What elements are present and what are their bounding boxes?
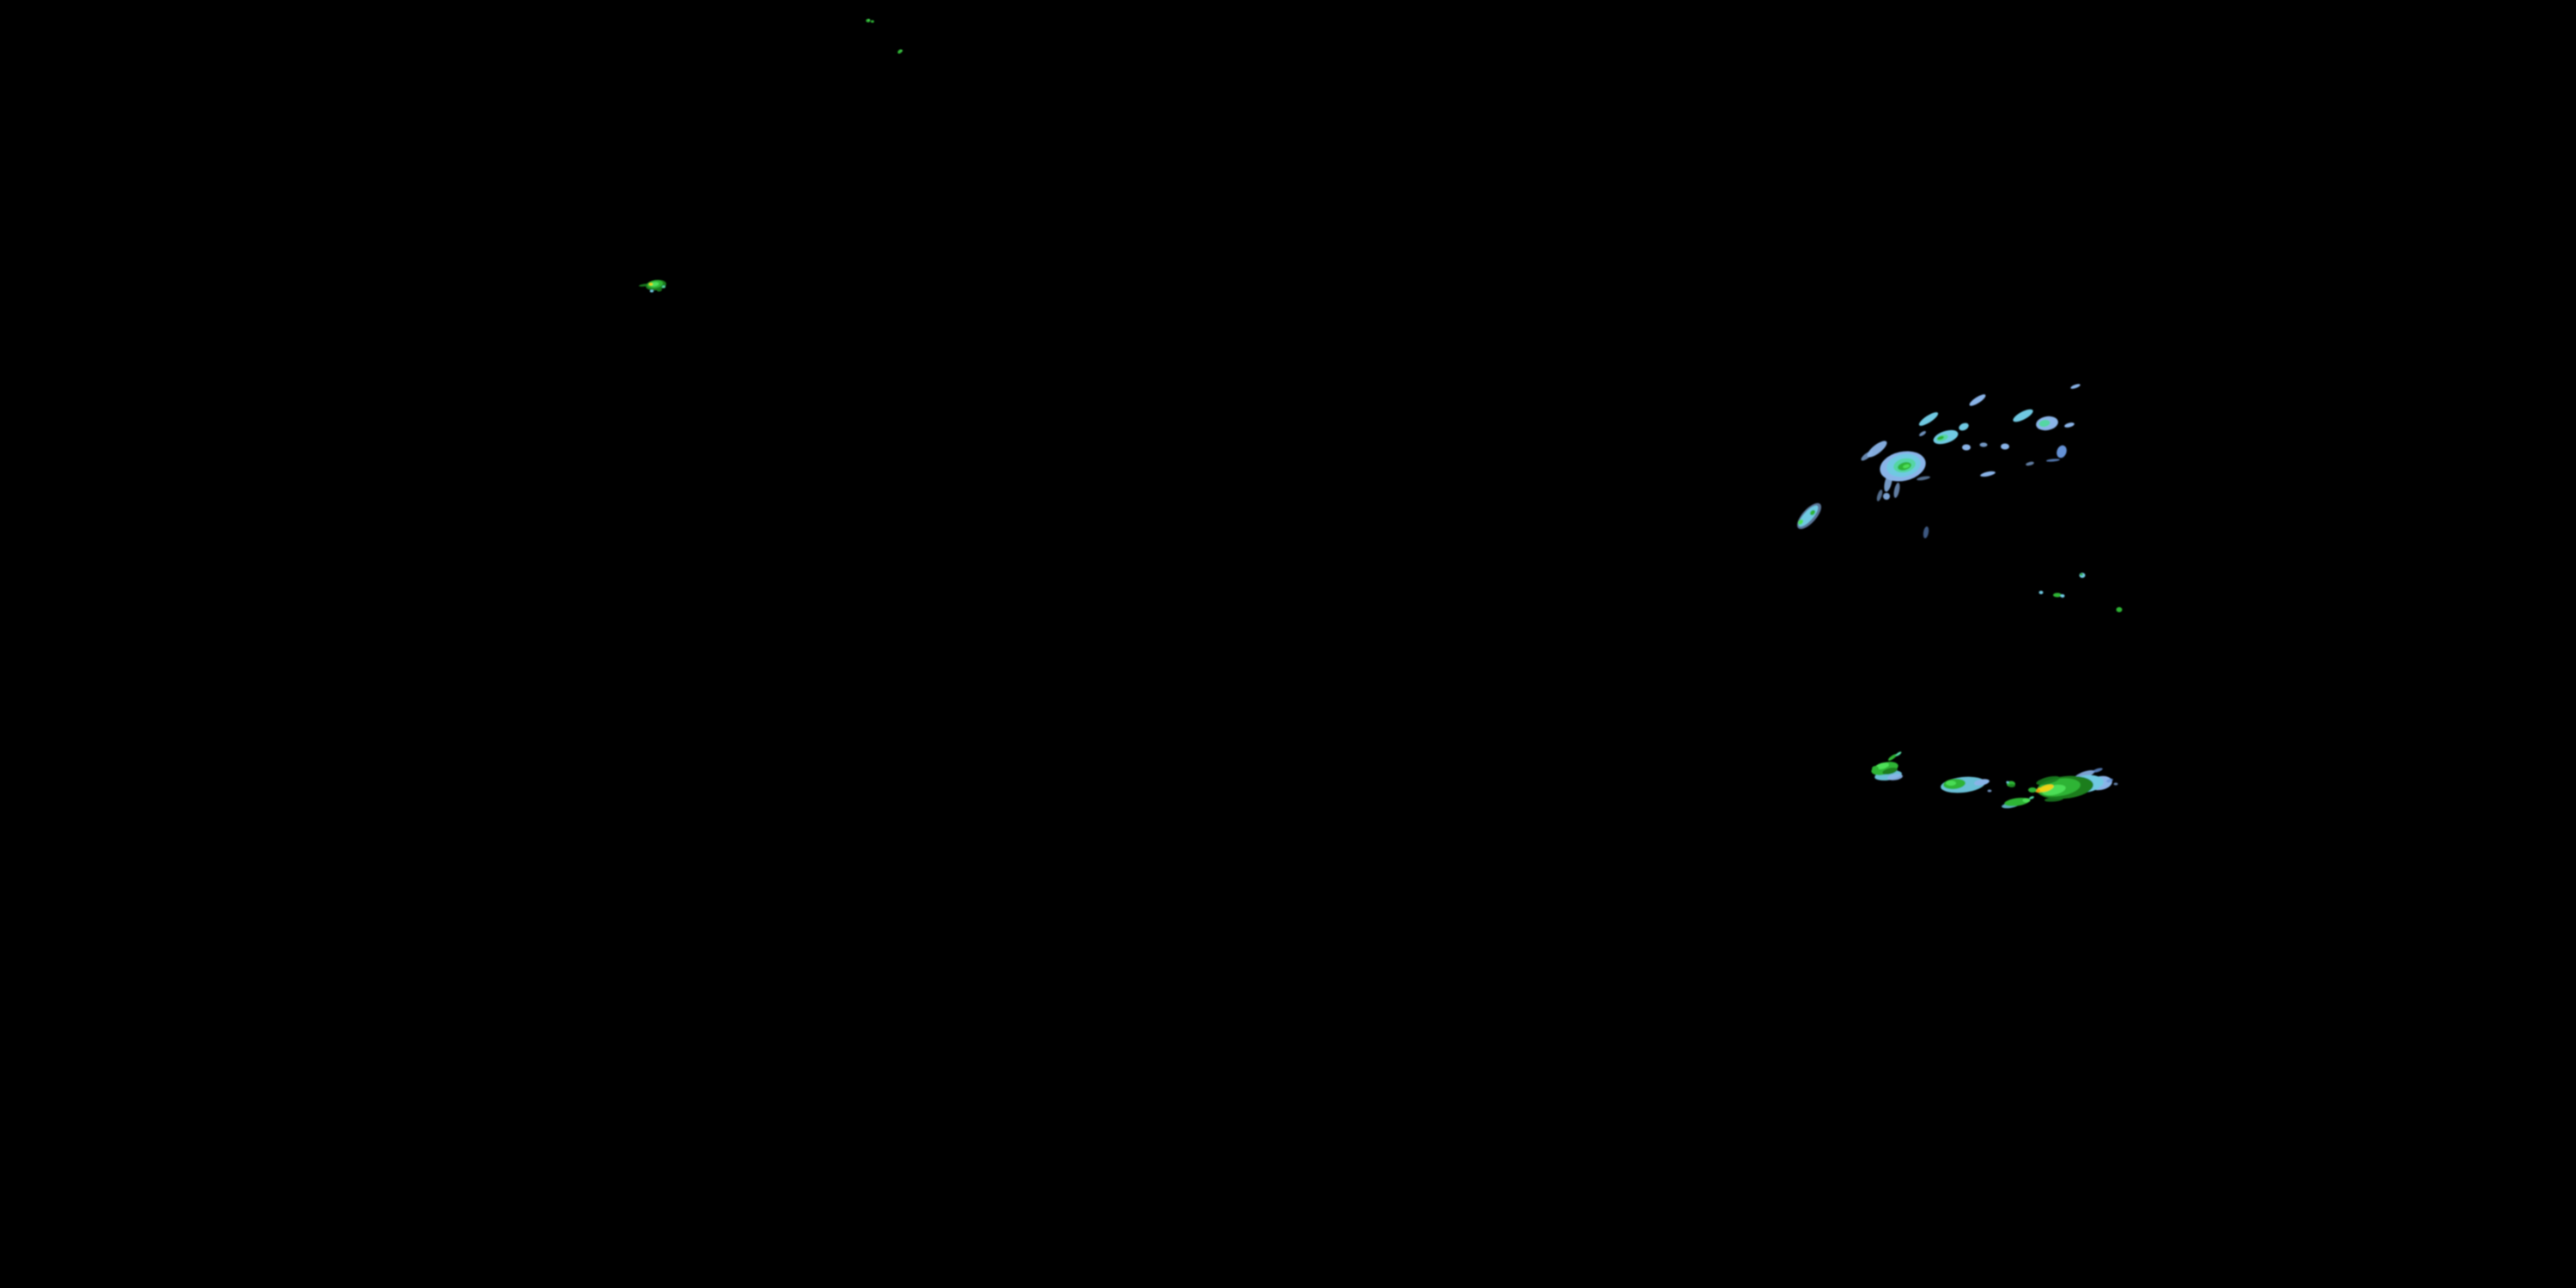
radar-echo	[1876, 489, 1883, 501]
radar-echo	[2044, 797, 2063, 802]
radar-echo	[2026, 461, 2034, 466]
radar-echo	[2029, 796, 2034, 799]
radar-echo	[2064, 422, 2075, 428]
radar-echo	[1903, 464, 1910, 469]
southeast-scattered-specks	[2038, 573, 2123, 612]
radar-echo	[1893, 483, 1900, 498]
radar-echo	[2038, 419, 2050, 428]
radar-echo	[1979, 442, 1988, 447]
far-north-specks	[866, 19, 903, 54]
radar-echo	[1918, 412, 1939, 426]
radar-echo	[2093, 768, 2103, 773]
radar-echo	[1919, 431, 1926, 436]
radar-echo	[2099, 786, 2106, 789]
radar-echo	[2013, 409, 2033, 422]
radar-echo	[1895, 751, 1902, 756]
radar-echo	[1959, 422, 1969, 431]
radar-echo	[1872, 766, 1879, 771]
radar-echo	[2070, 384, 2081, 389]
radar-echo	[2008, 784, 2015, 787]
radar-echo	[2006, 781, 2009, 784]
radar-echo	[897, 49, 902, 54]
radar-echo	[649, 282, 659, 287]
radar-echo	[1923, 526, 1929, 538]
radar-echo	[1937, 435, 1944, 440]
west-isolated-cell	[639, 279, 666, 293]
radar-echo	[1917, 476, 1930, 481]
radar-echo	[871, 20, 874, 23]
radar-echo	[1962, 444, 1971, 451]
radar-echo	[1882, 767, 1898, 775]
radar-echo	[1797, 519, 1804, 526]
radar-echo	[867, 19, 871, 21]
radar-echo	[2106, 778, 2113, 783]
radar-echo	[1969, 394, 1986, 406]
radar-echo	[2001, 443, 2009, 450]
radar-echo	[648, 283, 653, 286]
radar-echo	[2060, 594, 2065, 598]
radar-echo	[2022, 798, 2031, 803]
radar-echo	[2113, 782, 2118, 786]
south-line-cells	[1871, 751, 2118, 809]
radar-echo	[2046, 459, 2060, 462]
radar-echo	[1875, 762, 1889, 769]
radar-echo	[1974, 779, 1990, 786]
radar-echo	[2028, 787, 2037, 793]
radar-echo	[2057, 445, 2067, 459]
radar-echo	[1946, 781, 1956, 786]
radar-echo	[2053, 592, 2062, 598]
radar-echo	[1887, 774, 1903, 781]
radar-echo	[1809, 509, 1816, 516]
radar-echo	[1861, 451, 1873, 461]
radar-echo	[2116, 607, 2123, 612]
radar-echo	[1980, 471, 1996, 477]
radar-echo	[900, 50, 903, 52]
radar-echo	[649, 289, 654, 293]
radar-echo	[2036, 775, 2060, 786]
radar-echo	[657, 289, 662, 292]
radar-echo	[1883, 493, 1890, 500]
radar-echo	[2080, 573, 2083, 576]
radar-echo	[2038, 591, 2044, 594]
radar-echo	[662, 285, 665, 289]
northeast-cluster	[1796, 384, 2081, 538]
radar-echo	[1987, 789, 1992, 793]
radar-echo	[1887, 754, 1898, 761]
